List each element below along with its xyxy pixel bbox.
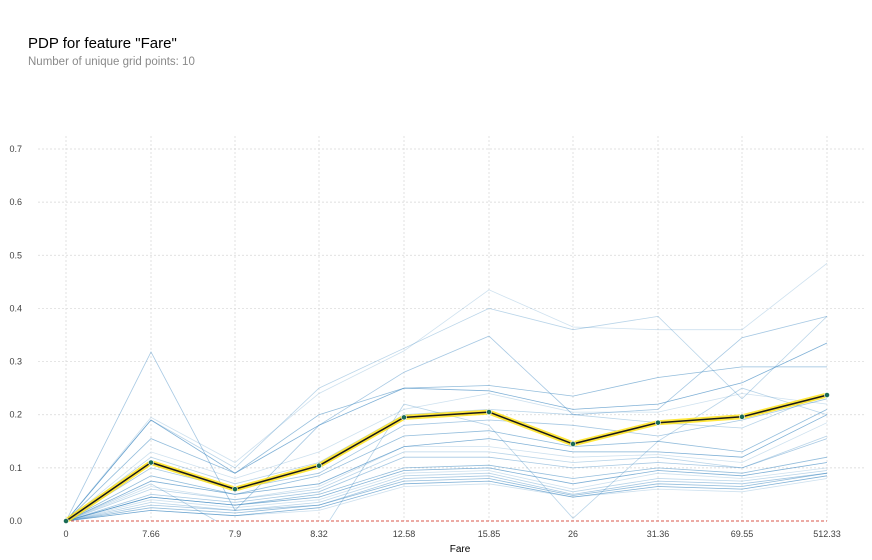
x-tick-label: 512.33 xyxy=(813,529,841,539)
ice-line xyxy=(65,316,828,521)
ice-line xyxy=(65,462,828,521)
x-tick-label: 8.32 xyxy=(310,529,328,539)
ice-line xyxy=(65,438,828,521)
average-point xyxy=(316,462,322,469)
ice-line xyxy=(65,393,828,521)
ice-line xyxy=(65,409,828,521)
ice-line xyxy=(65,414,828,521)
y-tick-label: 0.1 xyxy=(9,463,22,473)
ice-line xyxy=(65,342,828,521)
average-point xyxy=(824,392,830,398)
x-tick-label: 0 xyxy=(63,529,68,539)
average-point xyxy=(63,518,69,524)
ice-line xyxy=(65,262,828,521)
grid-layer xyxy=(38,136,866,521)
ice-line xyxy=(65,470,828,521)
chart-subtitle: Number of unique grid points: 10 xyxy=(28,56,195,68)
x-tick-label: 69.55 xyxy=(731,529,754,539)
average-point xyxy=(148,459,154,466)
x-tick-label: 12.58 xyxy=(393,529,416,539)
average-point xyxy=(401,414,407,421)
average-line-layer xyxy=(63,392,830,524)
y-tick-label: 0.6 xyxy=(9,197,22,207)
ice-line xyxy=(65,467,828,521)
y-tick-label: 0.7 xyxy=(9,144,22,154)
x-tick-label: 15.85 xyxy=(478,529,501,539)
average-point xyxy=(486,409,492,415)
y-tick-label: 0.2 xyxy=(9,410,22,420)
y-tick-label: 0.4 xyxy=(9,303,22,313)
ice-line xyxy=(65,435,828,521)
average-point xyxy=(570,441,576,447)
ice-line xyxy=(65,307,828,521)
ice-line xyxy=(65,478,828,521)
x-tick-label: 26 xyxy=(568,529,578,539)
x-tick-label: 7.9 xyxy=(229,529,242,539)
y-tick-label: 0.3 xyxy=(9,357,22,367)
ice-line xyxy=(65,475,828,521)
ice-line xyxy=(65,398,828,521)
ice-lines-layer xyxy=(65,262,828,521)
ice-line xyxy=(65,472,828,521)
average-line xyxy=(65,394,828,522)
ice-line xyxy=(65,472,828,521)
average-point xyxy=(655,419,661,426)
y-tick-label: 0.0 xyxy=(9,516,22,526)
ice-line xyxy=(65,387,828,521)
x-axis-label: Fare xyxy=(450,544,471,555)
x-tick-label: 31.36 xyxy=(647,529,670,539)
average-point xyxy=(739,413,745,420)
y-tick-label: 0.5 xyxy=(9,250,22,260)
average-point xyxy=(232,486,238,493)
ice-line xyxy=(65,366,827,521)
ice-line xyxy=(65,422,828,521)
x-tick-label: 7.66 xyxy=(142,529,160,539)
ice-line xyxy=(65,393,828,521)
chart-title: PDP for feature "Fare" xyxy=(28,35,177,52)
tick-label-layer: 0.0 0.1 0.2 0.3 0.4 0.5 0.6 0.7 0 7.66 7.9 8.32 12.5… xyxy=(9,144,840,539)
